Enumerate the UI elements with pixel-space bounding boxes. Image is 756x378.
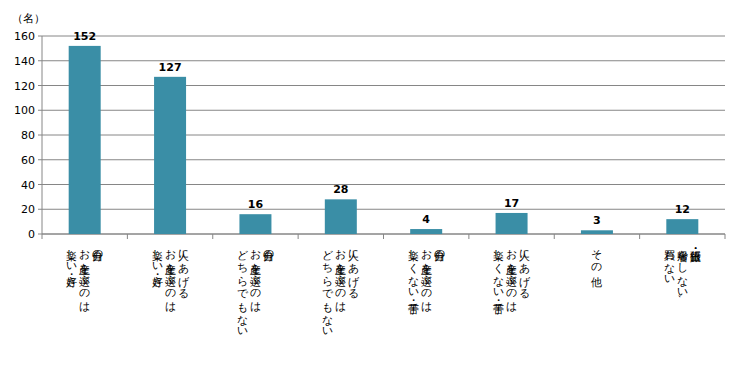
y-tick bbox=[38, 209, 42, 210]
x-tick-label: 自分の お土産を選ぶのは どちらでもない bbox=[236, 242, 275, 333]
y-tick bbox=[38, 135, 42, 136]
bar bbox=[410, 229, 442, 234]
bar bbox=[154, 77, 186, 234]
data-label: 127 bbox=[159, 61, 182, 74]
y-tick-label: 40 bbox=[21, 179, 35, 192]
y-tick-label: 140 bbox=[14, 55, 35, 68]
bar bbox=[239, 214, 271, 234]
grid-line bbox=[42, 209, 725, 210]
grid-line bbox=[42, 36, 725, 37]
x-tick bbox=[468, 234, 469, 239]
x-tick-label: 旅行・出張・ 帰省をしない、 買わない bbox=[663, 242, 702, 305]
y-tick-label: 60 bbox=[21, 154, 35, 167]
x-tick-label: その他 bbox=[590, 242, 603, 268]
bars bbox=[69, 46, 699, 234]
y-tick-label: 120 bbox=[14, 80, 35, 93]
x-tick bbox=[383, 234, 384, 239]
x-tick-label: 自分の お土産を選ぶのは 楽しくない・苦手 bbox=[407, 242, 446, 307]
bar bbox=[496, 213, 528, 234]
y-tick bbox=[38, 159, 42, 160]
data-label: 28 bbox=[333, 183, 348, 196]
chart: 0 20 40 60 80 100 120 140 160 （名） 152 127 16 28 4 17 3 12 bbox=[0, 0, 756, 378]
bar bbox=[69, 46, 101, 234]
x-tick-label: 人にあげる お土産を選ぶのは 楽しくない・苦手 bbox=[492, 242, 531, 307]
grid-line bbox=[42, 184, 725, 185]
x-tick bbox=[298, 234, 299, 239]
y-tick-label: 160 bbox=[14, 30, 35, 43]
grid-line bbox=[42, 60, 725, 61]
data-label: 4 bbox=[422, 213, 430, 226]
grid-line bbox=[42, 159, 725, 160]
data-label: 3 bbox=[593, 214, 601, 227]
x-tick bbox=[127, 234, 128, 239]
x-tick bbox=[212, 234, 213, 239]
y-tick bbox=[38, 60, 42, 61]
x-tick bbox=[725, 234, 726, 239]
data-label: 16 bbox=[248, 198, 264, 211]
x-tick-label: 人にあげる お土産を選ぶのは 楽しい・好き bbox=[151, 242, 190, 307]
y-axis bbox=[42, 36, 43, 234]
y-tick-label: 20 bbox=[21, 203, 35, 216]
y-tick bbox=[38, 85, 42, 86]
y-tick bbox=[38, 184, 42, 185]
y-tick-label: 80 bbox=[21, 129, 35, 142]
x-tick bbox=[639, 234, 640, 239]
data-label: 17 bbox=[504, 197, 519, 210]
data-label: 12 bbox=[675, 203, 690, 216]
bar bbox=[666, 219, 698, 234]
y-tick-label: 100 bbox=[14, 104, 35, 117]
grid-line bbox=[42, 135, 725, 136]
grid-line bbox=[42, 85, 725, 86]
y-tick-label: 0 bbox=[28, 228, 35, 241]
y-tick bbox=[38, 110, 42, 111]
bar bbox=[325, 199, 357, 234]
y-axis-label: （名） bbox=[12, 12, 45, 25]
data-label: 152 bbox=[73, 30, 96, 43]
x-tick bbox=[554, 234, 555, 239]
x-tick bbox=[42, 234, 43, 239]
y-tick bbox=[38, 36, 42, 37]
x-tick-label: 自分の お土産を選ぶのは 楽しい・好き bbox=[65, 242, 104, 307]
grid-line bbox=[42, 110, 725, 111]
x-tick-label: 人にあげる お土産を選ぶのは どちらでもない bbox=[321, 242, 360, 333]
y-tick bbox=[38, 234, 42, 235]
bar bbox=[581, 230, 613, 234]
